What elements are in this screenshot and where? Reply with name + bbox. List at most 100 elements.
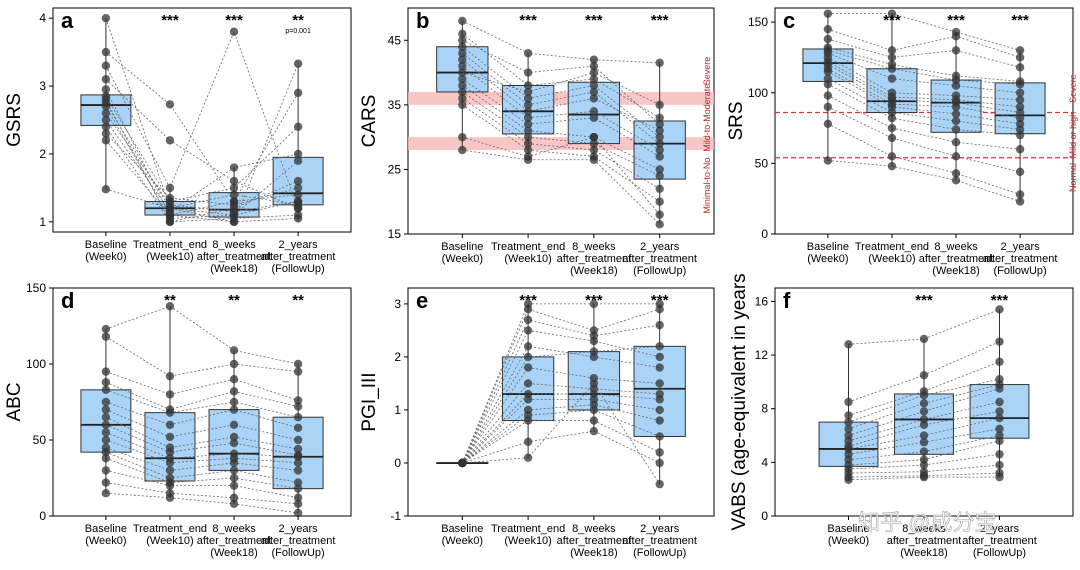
significance-marker: ** bbox=[292, 292, 304, 309]
data-point bbox=[995, 407, 1004, 416]
subject-line bbox=[462, 39, 660, 125]
data-point bbox=[655, 132, 664, 142]
data-point bbox=[293, 88, 303, 98]
data-point bbox=[589, 155, 599, 164]
data-point bbox=[101, 102, 111, 111]
x-tick-label: Baseline (Week0) bbox=[441, 523, 483, 547]
subject-line bbox=[462, 409, 660, 464]
data-point bbox=[589, 61, 599, 71]
subject-line bbox=[827, 95, 1021, 150]
data-point bbox=[951, 125, 961, 134]
x-tick-label-line: (Week10) bbox=[504, 253, 551, 265]
data-point bbox=[589, 113, 599, 122]
subject-line bbox=[462, 382, 661, 485]
x-tick-label: Baseline (Week0) bbox=[827, 523, 869, 547]
y-tick-label: 8 bbox=[761, 402, 768, 416]
panel-letter: c bbox=[783, 8, 795, 33]
data-point bbox=[1015, 130, 1025, 140]
data-point bbox=[919, 447, 929, 456]
x-tick-label-line: Baseline bbox=[441, 241, 483, 253]
data-point bbox=[919, 334, 929, 344]
subject-line bbox=[827, 71, 1021, 125]
significance-marker: *** bbox=[883, 12, 901, 29]
data-point bbox=[523, 81, 533, 90]
y-tick-label: 35 bbox=[388, 98, 402, 112]
data-point bbox=[655, 184, 664, 193]
x-tick-label: Treatment_end (Week10) bbox=[855, 241, 929, 265]
x-tick-label: 2_years after_treatment (FollowUp) bbox=[261, 523, 336, 559]
data-point bbox=[951, 102, 961, 112]
data-point bbox=[101, 420, 111, 429]
subject-line bbox=[827, 68, 1021, 119]
data-point bbox=[293, 493, 303, 502]
significance-marker: *** bbox=[651, 292, 669, 309]
y-tick-label: 4 bbox=[39, 11, 46, 25]
subject-line bbox=[105, 126, 299, 223]
subject-line bbox=[105, 96, 299, 202]
data-point bbox=[458, 94, 467, 103]
data-point bbox=[887, 53, 897, 62]
significance-marker: *** bbox=[915, 292, 933, 309]
x-tick-label-line: (Week18) bbox=[210, 263, 257, 275]
data-point bbox=[293, 396, 303, 405]
subject-line bbox=[462, 398, 660, 464]
data-point bbox=[229, 493, 239, 502]
subject-line bbox=[105, 112, 299, 213]
data-point bbox=[523, 395, 533, 404]
data-point bbox=[589, 426, 599, 436]
data-point bbox=[589, 94, 599, 103]
data-point bbox=[844, 417, 853, 427]
subject-line bbox=[462, 20, 660, 64]
x-tick-label-line: after_treatment bbox=[983, 253, 1058, 265]
data-point bbox=[995, 460, 1004, 470]
significance-marker: ** bbox=[164, 292, 176, 309]
x-tick-label-line: Treatment_end bbox=[491, 241, 565, 253]
y-tick-label: 50 bbox=[755, 156, 769, 170]
significance-marker: *** bbox=[585, 12, 603, 29]
subject-line bbox=[827, 52, 1021, 94]
data-point bbox=[655, 405, 664, 415]
data-point bbox=[293, 367, 303, 376]
panel-frame bbox=[774, 7, 1074, 235]
x-tick-label-line: 2_years bbox=[640, 241, 680, 253]
x-tick-label-line: (Week0) bbox=[85, 535, 126, 547]
data-point bbox=[229, 499, 239, 509]
data-point bbox=[1015, 80, 1025, 89]
data-point bbox=[523, 352, 533, 362]
x-tick-label: 8_weeks after_treatment (Week18) bbox=[197, 239, 272, 275]
panel-frame bbox=[407, 7, 715, 235]
data-point bbox=[589, 331, 599, 340]
x-tick-label: 2_years after_treatment (FollowUp) bbox=[261, 239, 336, 275]
data-point bbox=[655, 352, 664, 362]
data-point bbox=[101, 385, 111, 395]
subject-line bbox=[105, 102, 299, 209]
data-point bbox=[458, 16, 467, 26]
subject-line bbox=[462, 393, 660, 464]
significance-marker: *** bbox=[585, 292, 603, 309]
data-point bbox=[458, 49, 467, 58]
subject-line bbox=[105, 92, 299, 216]
x-tick-label-line: (FollowUp) bbox=[973, 547, 1026, 559]
x-tick-label: Treatment_end (Week10) bbox=[491, 241, 565, 265]
data-point bbox=[823, 102, 833, 112]
severity-label: Normal bbox=[1068, 163, 1078, 192]
data-point bbox=[887, 152, 897, 161]
data-point bbox=[165, 390, 175, 399]
data-point bbox=[101, 324, 111, 334]
x-tick-label-line: Baseline bbox=[85, 239, 127, 251]
y-tick-label: 16 bbox=[755, 294, 769, 308]
data-point bbox=[165, 458, 175, 467]
subject-line bbox=[827, 49, 1021, 85]
data-point bbox=[523, 107, 533, 116]
data-point bbox=[589, 416, 599, 425]
subject-line bbox=[462, 404, 660, 464]
data-point bbox=[229, 481, 239, 490]
data-point bbox=[523, 453, 533, 462]
data-point bbox=[165, 481, 175, 490]
x-tick-label-line: (Week10) bbox=[868, 253, 915, 265]
data-point bbox=[101, 13, 111, 23]
severity-label: Mild-to-Moderate bbox=[702, 84, 712, 152]
